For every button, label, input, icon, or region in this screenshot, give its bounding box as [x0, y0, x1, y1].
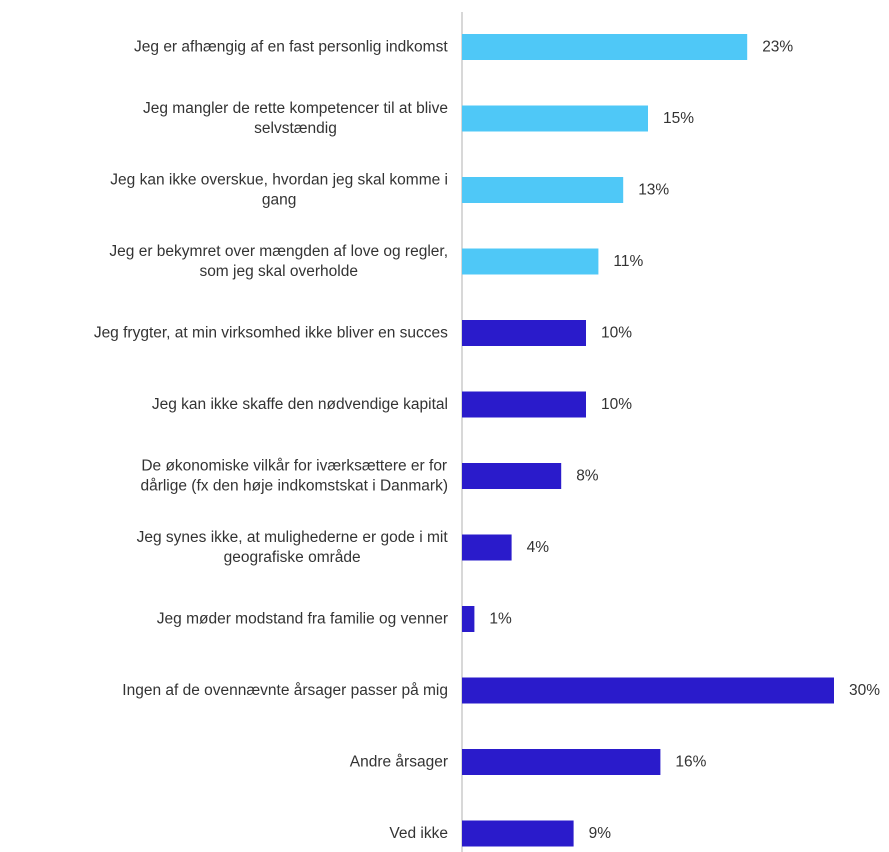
- bar-3: [462, 177, 624, 203]
- value-label-4: 11%: [613, 253, 643, 270]
- category-labels-group: Jeg er afhængig af en fast personlig ind…: [94, 39, 449, 843]
- category-label-11-line-1: Andre årsager: [350, 754, 448, 771]
- category-label-10: Ingen af de ovennævnte årsager passer på…: [122, 682, 448, 699]
- category-label-7-line-2: dårlige (fx den høje indkomstskat i Danm…: [140, 478, 448, 495]
- category-label-8-line-2: geografiske område: [224, 549, 361, 566]
- bar-1: [462, 34, 748, 60]
- value-label-5: 10%: [601, 325, 632, 342]
- bars-group: [462, 34, 834, 847]
- category-label-7-line-1: De økonomiske vilkår for iværksættere er…: [141, 458, 447, 475]
- category-label-2-line-1: Jeg mangler de rette kompetencer til at …: [143, 100, 448, 117]
- value-label-2: 15%: [663, 110, 694, 127]
- bar-4: [462, 248, 599, 275]
- value-label-1: 23%: [762, 39, 793, 56]
- category-label-4-line-1: Jeg er bekymret over mængden af love og …: [109, 243, 448, 260]
- value-label-10: 30%: [849, 682, 880, 699]
- value-label-7: 8%: [576, 468, 599, 485]
- value-labels-group: 23% 15% 13% 11% 10% 10% 8% 4% 1% 30% 16% 9%: [489, 39, 880, 843]
- category-label-9: Jeg møder modstand fra familie og venner: [157, 611, 448, 628]
- category-label-12-line-1: Ved ikke: [389, 825, 448, 842]
- bar-8: [462, 534, 512, 561]
- category-label-6: Jeg kan ikke skaffe den nødvendige kapit…: [152, 396, 448, 413]
- category-label-3-line-2: gang: [262, 192, 296, 209]
- category-label-8: Jeg synes ikke, at mulighederne er gode …: [137, 529, 449, 566]
- bar-6: [462, 391, 586, 418]
- category-label-11: Andre årsager: [350, 754, 448, 771]
- category-label-3: Jeg kan ikke overskue, hvordan jeg skal …: [110, 172, 448, 209]
- category-label-10-line-1: Ingen af de ovennævnte årsager passer på…: [122, 682, 448, 699]
- category-label-6-line-1: Jeg kan ikke skaffe den nødvendige kapit…: [152, 396, 448, 413]
- value-label-3: 13%: [638, 182, 669, 199]
- value-label-11: 16%: [675, 754, 706, 771]
- category-label-4-line-2: som jeg skal overholde: [199, 263, 358, 280]
- category-label-4: Jeg er bekymret over mængden af love og …: [109, 243, 448, 280]
- bar-2: [462, 105, 648, 132]
- bar-12: [462, 820, 574, 847]
- category-label-1: Jeg er afhængig af en fast personlig ind…: [134, 39, 448, 56]
- value-label-12: 9%: [589, 825, 612, 842]
- category-label-12: Ved ikke: [389, 825, 448, 842]
- category-label-7: De økonomiske vilkår for iværksættere er…: [140, 458, 448, 495]
- bar-11: [462, 749, 661, 775]
- value-label-6: 10%: [601, 396, 632, 413]
- bar-9: [462, 606, 475, 632]
- bar-5: [462, 320, 586, 346]
- bar-7: [462, 463, 562, 489]
- value-label-8: 4%: [527, 539, 550, 556]
- category-label-2-line-2: selvstændig: [254, 120, 337, 137]
- category-label-8-line-1: Jeg synes ikke, at mulighederne er gode …: [137, 529, 449, 546]
- category-label-1-line-1: Jeg er afhængig af en fast personlig ind…: [134, 39, 448, 56]
- category-label-5: Jeg frygter, at min virksomhed ikke bliv…: [94, 325, 448, 342]
- category-label-9-line-1: Jeg møder modstand fra familie og venner: [157, 611, 448, 628]
- category-label-3-line-1: Jeg kan ikke overskue, hvordan jeg skal …: [110, 172, 448, 189]
- category-label-5-line-1: Jeg frygter, at min virksomhed ikke bliv…: [94, 325, 448, 342]
- bar-10: [462, 677, 834, 704]
- category-label-2: Jeg mangler de rette kompetencer til at …: [143, 100, 448, 137]
- value-label-9: 1%: [489, 611, 512, 628]
